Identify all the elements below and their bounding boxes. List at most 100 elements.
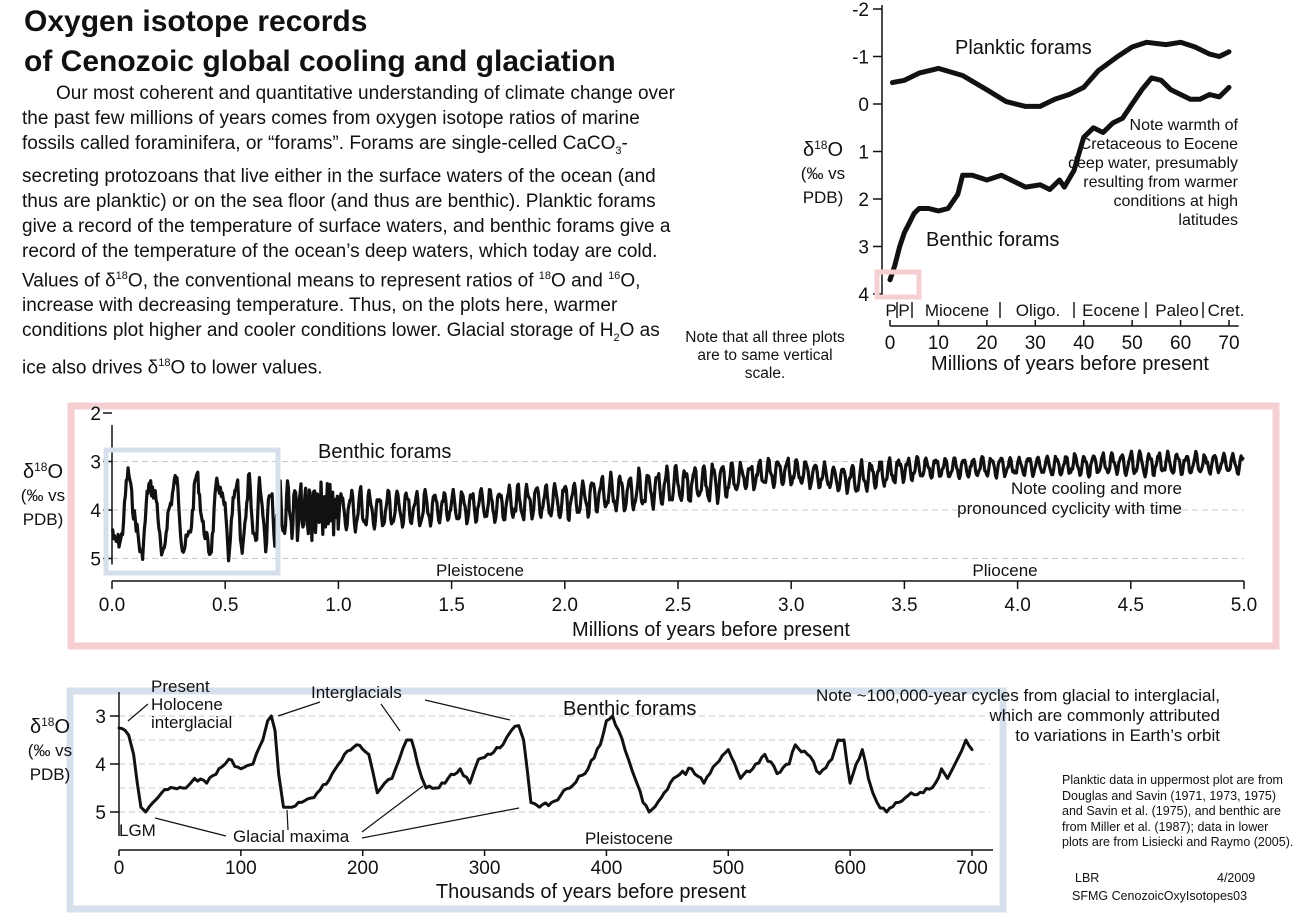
p3-x-tick-label: 500 xyxy=(712,858,744,879)
p2-ylabel-delta: δ18O xyxy=(23,460,63,483)
p1-x-tick-label: 60 xyxy=(1170,333,1191,354)
intro-text-3: O, the conventional means to represent r… xyxy=(127,270,539,292)
p2-x-tick-label: 4.0 xyxy=(1004,595,1030,616)
p1-epoch-label: Paleo xyxy=(1155,301,1198,320)
p3-frame xyxy=(66,687,1007,913)
p3-glacial-leader xyxy=(286,809,289,831)
data-credits: Planktic data in uppermost plot are from… xyxy=(1062,773,1294,849)
p3-present-leader xyxy=(127,703,149,722)
p1-x-tick-label: 40 xyxy=(1073,333,1094,354)
p2-x-tick-label: 2.0 xyxy=(552,595,578,616)
intro-text-6: O as ice also drives δ xyxy=(22,320,660,379)
p2-x-tick-label: 0.5 xyxy=(212,595,238,616)
p1-benthic-line xyxy=(887,75,1232,283)
intro-sup-18c: 18 xyxy=(158,356,171,369)
p3-x-tick-label: 600 xyxy=(834,858,866,879)
p3-y-tick-label: 3 xyxy=(95,707,106,728)
p2-y-tick-label: 2 xyxy=(90,404,101,425)
p1-annotation: Note warmth of Cretaceous to Eocene deep w… xyxy=(1068,117,1239,229)
p2-x-tick-label: 3.5 xyxy=(891,595,917,616)
p1-y-tick-label: -2 xyxy=(852,0,869,21)
p3-interglacial-leader xyxy=(277,701,321,717)
p3-x-tick-label: 100 xyxy=(225,858,257,879)
footer-date: 4/2009 xyxy=(1217,871,1256,885)
p1-x-tick-label: 70 xyxy=(1218,333,1239,354)
intro-sup-18a: 18 xyxy=(115,269,128,282)
p3-glacial-leader xyxy=(361,785,424,833)
page-title: Oxygen isotope records of Cenozoic globa… xyxy=(24,2,724,82)
p1-y-tick-label: 1 xyxy=(858,143,869,164)
intro-sup-16: 16 xyxy=(608,269,621,282)
intro-text-1: Our most coherent and quantitative under… xyxy=(22,83,675,154)
p1-y-tick-label: 4 xyxy=(858,285,869,306)
intro-sup-18b: 18 xyxy=(538,269,552,282)
p1-planktic-label: Planktic forams xyxy=(955,37,1092,59)
p2-x-tick-label: 1.5 xyxy=(438,595,464,616)
p3-ylabel-ref: PDB) xyxy=(30,765,71,784)
p2-ylabel-unit: (‰ vs xyxy=(21,486,65,505)
p2-epoch-pleistocene: Pleistocene xyxy=(436,561,524,580)
p1-ylabel-delta: δ18O xyxy=(803,138,843,161)
p1-ylabel-ref: PDB) xyxy=(803,188,844,207)
p3-ylabel-unit: (‰ vs xyxy=(28,741,72,760)
p1-epoch-label: Eocene xyxy=(1082,301,1140,320)
p3-interglacial-leader xyxy=(424,699,511,721)
p3-glacial-maxima-label: Glacial maxima xyxy=(233,827,350,846)
p3-x-axis-title: Thousands of years before present xyxy=(436,881,747,903)
p3-x-tick-label: 0 xyxy=(114,858,125,879)
p2-y-tick-label: 5 xyxy=(90,550,101,571)
p3-epoch-label: Pleistocene xyxy=(585,829,673,848)
p1-y-tick-label: 2 xyxy=(858,190,869,211)
p3-benthic-line xyxy=(117,714,974,814)
p3-x-tick-label: 300 xyxy=(469,858,501,879)
p1-epoch-label: Miocene xyxy=(925,301,989,320)
p2-x-tick-label: 3.0 xyxy=(778,595,804,616)
p3-x-tick-label: 700 xyxy=(956,858,988,879)
p1-epoch-label: Cret. xyxy=(1208,301,1245,320)
p1-y-tick-label: 0 xyxy=(858,95,869,116)
p1-planktic-line xyxy=(889,39,1232,109)
p3-cycles-note: Note ~100,000-year cycles from glacial t… xyxy=(816,686,1220,745)
p1-x-tick-label: 50 xyxy=(1122,333,1143,354)
p3-interglacial-leader xyxy=(380,703,401,732)
title-line-2: of Cenozoic global cooling and glaciatio… xyxy=(24,45,616,78)
intro-paragraph: Our most coherent and quantitative under… xyxy=(22,81,682,380)
p2-frame xyxy=(67,402,1280,650)
intro-text-7: O to lower values. xyxy=(170,357,323,379)
p3-y-tick-label: 4 xyxy=(95,755,106,776)
p2-y-tick-label: 4 xyxy=(90,501,101,522)
p3-x-tick-label: 200 xyxy=(347,858,379,879)
p2-inset-box xyxy=(103,447,281,576)
p3-lgm-label: LGM xyxy=(119,821,156,840)
p2-x-tick-label: 1.0 xyxy=(325,595,351,616)
p1-x-tick-label: 20 xyxy=(976,333,997,354)
p2-annotation: Note cooling and more pronounced cyclicit… xyxy=(957,479,1182,518)
p3-interglacials-label: Interglacials xyxy=(311,683,402,702)
intro-text-2: -secreting protozoans that live either i… xyxy=(22,133,671,292)
p3-glacial-leader xyxy=(361,807,520,839)
p1-inset-box xyxy=(874,269,922,300)
p1-epoch-label: P xyxy=(885,301,896,320)
scale-note: Note that all three plots are to same ve… xyxy=(685,329,845,382)
p1-x-axis-title: Millions of years before present xyxy=(931,353,1209,375)
intro-sub-2: 2 xyxy=(613,331,620,344)
p1-epoch-label: P xyxy=(898,301,909,320)
p1-x-tick-label: 0 xyxy=(885,333,896,354)
intro-text-5: O, increase with decreasing temperature.… xyxy=(22,270,641,342)
p1-x-tick-label: 30 xyxy=(1025,333,1046,354)
p1-epoch-label: Oligo. xyxy=(1016,301,1060,320)
footer-id: SFMG CenozoicOxyIsotopes03 xyxy=(1072,889,1248,903)
p2-x-tick-label: 0.0 xyxy=(99,595,125,616)
title-line-1: Oxygen isotope records xyxy=(24,5,368,38)
intro-sub-3: 3 xyxy=(615,144,622,157)
p2-y-tick-label: 3 xyxy=(90,453,101,474)
p2-ylabel-ref: PDB) xyxy=(23,510,64,529)
p3-x-tick-label: 400 xyxy=(591,858,623,879)
p2-epoch-pliocene: Pliocene xyxy=(972,561,1037,580)
p2-x-axis-title: Millions of years before present xyxy=(572,619,850,641)
intro-text-4: O and xyxy=(551,270,609,292)
p3-y-tick-label: 5 xyxy=(95,803,106,824)
